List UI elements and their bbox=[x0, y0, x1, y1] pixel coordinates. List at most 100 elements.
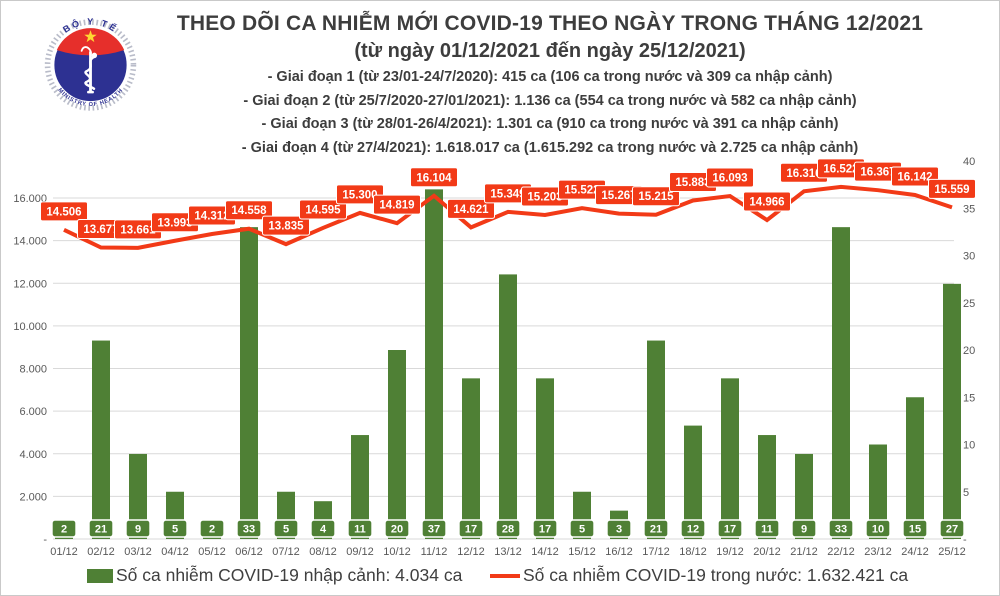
x-axis-tick-label: 05/12 bbox=[198, 546, 226, 558]
bar-value-chip bbox=[754, 519, 780, 538]
x-axis-tick-label: 17/12 bbox=[642, 546, 670, 558]
line-point-label-text: 16.093 bbox=[712, 173, 747, 185]
chart-subtitle: (từ ngày 01/12/2021 đến ngày 25/12/2021) bbox=[354, 40, 746, 62]
bar-imported-cases bbox=[536, 378, 554, 539]
logo-asclepius-staff-icon bbox=[80, 46, 98, 94]
line-point-label-text: 15.522 bbox=[564, 185, 599, 197]
line-point-label-text: 15.300 bbox=[342, 189, 377, 201]
bar-value-chip bbox=[643, 519, 669, 538]
line-point-label-box bbox=[336, 184, 384, 205]
bar-value-text: 9 bbox=[135, 524, 141, 536]
bar-value-text: 17 bbox=[724, 524, 736, 536]
bar-value-chip bbox=[680, 519, 706, 538]
bar-value-text: 10 bbox=[872, 524, 884, 536]
bar-value-chip bbox=[162, 519, 188, 538]
line-point-label-text: 15.349 bbox=[490, 188, 525, 200]
bar-imported-cases bbox=[869, 444, 887, 539]
left-axis-tick-label: 10.000 bbox=[13, 321, 47, 333]
legend-bar-label: Số ca nhiễm COVID-19 nhập cảnh: 4.034 ca bbox=[116, 565, 463, 585]
x-axis-tick-label: 09/12 bbox=[346, 546, 374, 558]
x-axis-tick-label: 07/12 bbox=[272, 546, 300, 558]
x-axis-tick-label: 13/12 bbox=[494, 546, 522, 558]
left-axis-tick-label: 4.000 bbox=[19, 449, 47, 461]
right-axis-tick-label: 30 bbox=[963, 251, 975, 263]
x-axis-tick-label: 10/12 bbox=[383, 546, 411, 558]
bar-value-text: 2 bbox=[209, 524, 215, 536]
bar-value-chip bbox=[384, 519, 410, 538]
ministry-of-health-logo: BỘ Y TẾ MINISTRY OF HEALTH bbox=[44, 17, 137, 111]
line-point-label-text: 15.267 bbox=[601, 190, 636, 202]
x-axis-tick-label: 15/12 bbox=[568, 546, 596, 558]
x-axis-tick-label: 20/12 bbox=[753, 546, 781, 558]
bar-imported-cases bbox=[425, 189, 443, 539]
line-point-label-text: 16.522 bbox=[823, 163, 858, 175]
x-axis-tick-label: 11/12 bbox=[421, 546, 448, 558]
line-point-label-text: 14.595 bbox=[305, 204, 341, 216]
line-point-label-text: 14.966 bbox=[749, 197, 784, 209]
line-point-label-box bbox=[40, 201, 88, 222]
line-point-label-text: 14.819 bbox=[379, 200, 414, 212]
x-axis-tick-label: 18/12 bbox=[679, 546, 707, 558]
line-point-label-text: 13.661 bbox=[120, 224, 156, 236]
x-axis-tick-label: 01/12 bbox=[50, 546, 78, 558]
bar-value-chip bbox=[421, 519, 447, 538]
bar-imported-cases bbox=[351, 435, 369, 539]
left-axis-tick-label: 12.000 bbox=[13, 278, 47, 290]
left-axis-tick-label: 8.000 bbox=[19, 364, 47, 376]
left-axis-tick-label: 16.000 bbox=[13, 193, 47, 205]
x-axis-tick-label: 24/12 bbox=[901, 546, 929, 558]
right-axis-tick-label: 25 bbox=[963, 298, 975, 310]
left-axis-tick-label: 6.000 bbox=[19, 406, 47, 418]
line-point-label-text: 14.312 bbox=[194, 210, 229, 222]
bar-value-text: 21 bbox=[95, 524, 107, 536]
legend-item-domestic-cases: Số ca nhiễm COVID-19 trong nước: 1.632.4… bbox=[490, 565, 908, 586]
bar-value-text: 5 bbox=[283, 524, 289, 536]
bar-value-text: 27 bbox=[946, 524, 958, 536]
chart-title: THEO DÕI CA NHIỄM MỚI COVID-19 THEO NGÀY… bbox=[176, 12, 924, 35]
bar-imported-cases bbox=[832, 227, 850, 539]
bar-value-text: 3 bbox=[616, 524, 622, 536]
bar-value-chip bbox=[939, 519, 965, 538]
bar-value-chip bbox=[125, 519, 151, 538]
bar-value-chip bbox=[310, 519, 336, 538]
bar-value-chip bbox=[606, 519, 632, 538]
right-axis-tick-label: - bbox=[963, 534, 967, 546]
bar-imported-cases bbox=[499, 274, 517, 539]
bar-imported-cases bbox=[462, 378, 480, 539]
bar-value-text: 28 bbox=[502, 524, 514, 536]
line-point-label-text: 15.559 bbox=[934, 184, 969, 196]
bar-imported-cases bbox=[906, 397, 924, 539]
bar-imported-cases bbox=[129, 453, 147, 539]
bar-value-text: 4 bbox=[320, 524, 327, 536]
line-point-label-box bbox=[743, 191, 791, 212]
line-point-label-box bbox=[447, 198, 495, 219]
bar-imported-cases bbox=[758, 435, 776, 539]
phase-note-2: - Giai đoạn 2 (từ 25/7/2020-27/01/2021):… bbox=[243, 92, 857, 109]
x-axis-tick-label: 22/12 bbox=[827, 546, 855, 558]
line-point-label-box bbox=[225, 200, 273, 221]
line-point-label-text: 16.142 bbox=[897, 171, 932, 183]
line-point-label-text: 13.835 bbox=[268, 221, 304, 233]
bar-value-chip bbox=[569, 519, 595, 538]
phase-notes: - Giai đoạn 1 (từ 23/01-24/7/2020): 415 … bbox=[111, 66, 989, 160]
left-axis-tick-label: - bbox=[43, 534, 47, 546]
bar-value-chip bbox=[199, 519, 225, 538]
bar-value-text: 33 bbox=[243, 524, 255, 536]
bar-value-text: 9 bbox=[801, 524, 807, 536]
x-axis-tick-label: 08/12 bbox=[309, 546, 337, 558]
x-axis-tick-label: 03/12 bbox=[124, 546, 152, 558]
legend-line-swatch bbox=[490, 573, 520, 578]
bar-value-chip bbox=[791, 519, 817, 538]
x-axis-tick-label: 16/12 bbox=[605, 546, 633, 558]
x-axis-tick-label: 23/12 bbox=[864, 546, 892, 558]
bar-value-text: 15 bbox=[909, 524, 921, 536]
line-point-label-text: 15.215 bbox=[638, 191, 674, 203]
bar-imported-cases bbox=[721, 378, 739, 539]
chart-legend: Số ca nhiễm COVID-19 nhập cảnh: 4.034 ca… bbox=[1, 565, 999, 591]
right-axis-tick-label: 15 bbox=[963, 392, 975, 404]
line-point-label-box bbox=[706, 167, 754, 188]
header: THEO DÕI CA NHIỄM MỚI COVID-19 THEO NGÀY… bbox=[111, 12, 989, 160]
line-point-label-text: 14.621 bbox=[453, 204, 489, 216]
logo-star-icon bbox=[84, 30, 97, 43]
bar-value-text: 5 bbox=[579, 524, 585, 536]
